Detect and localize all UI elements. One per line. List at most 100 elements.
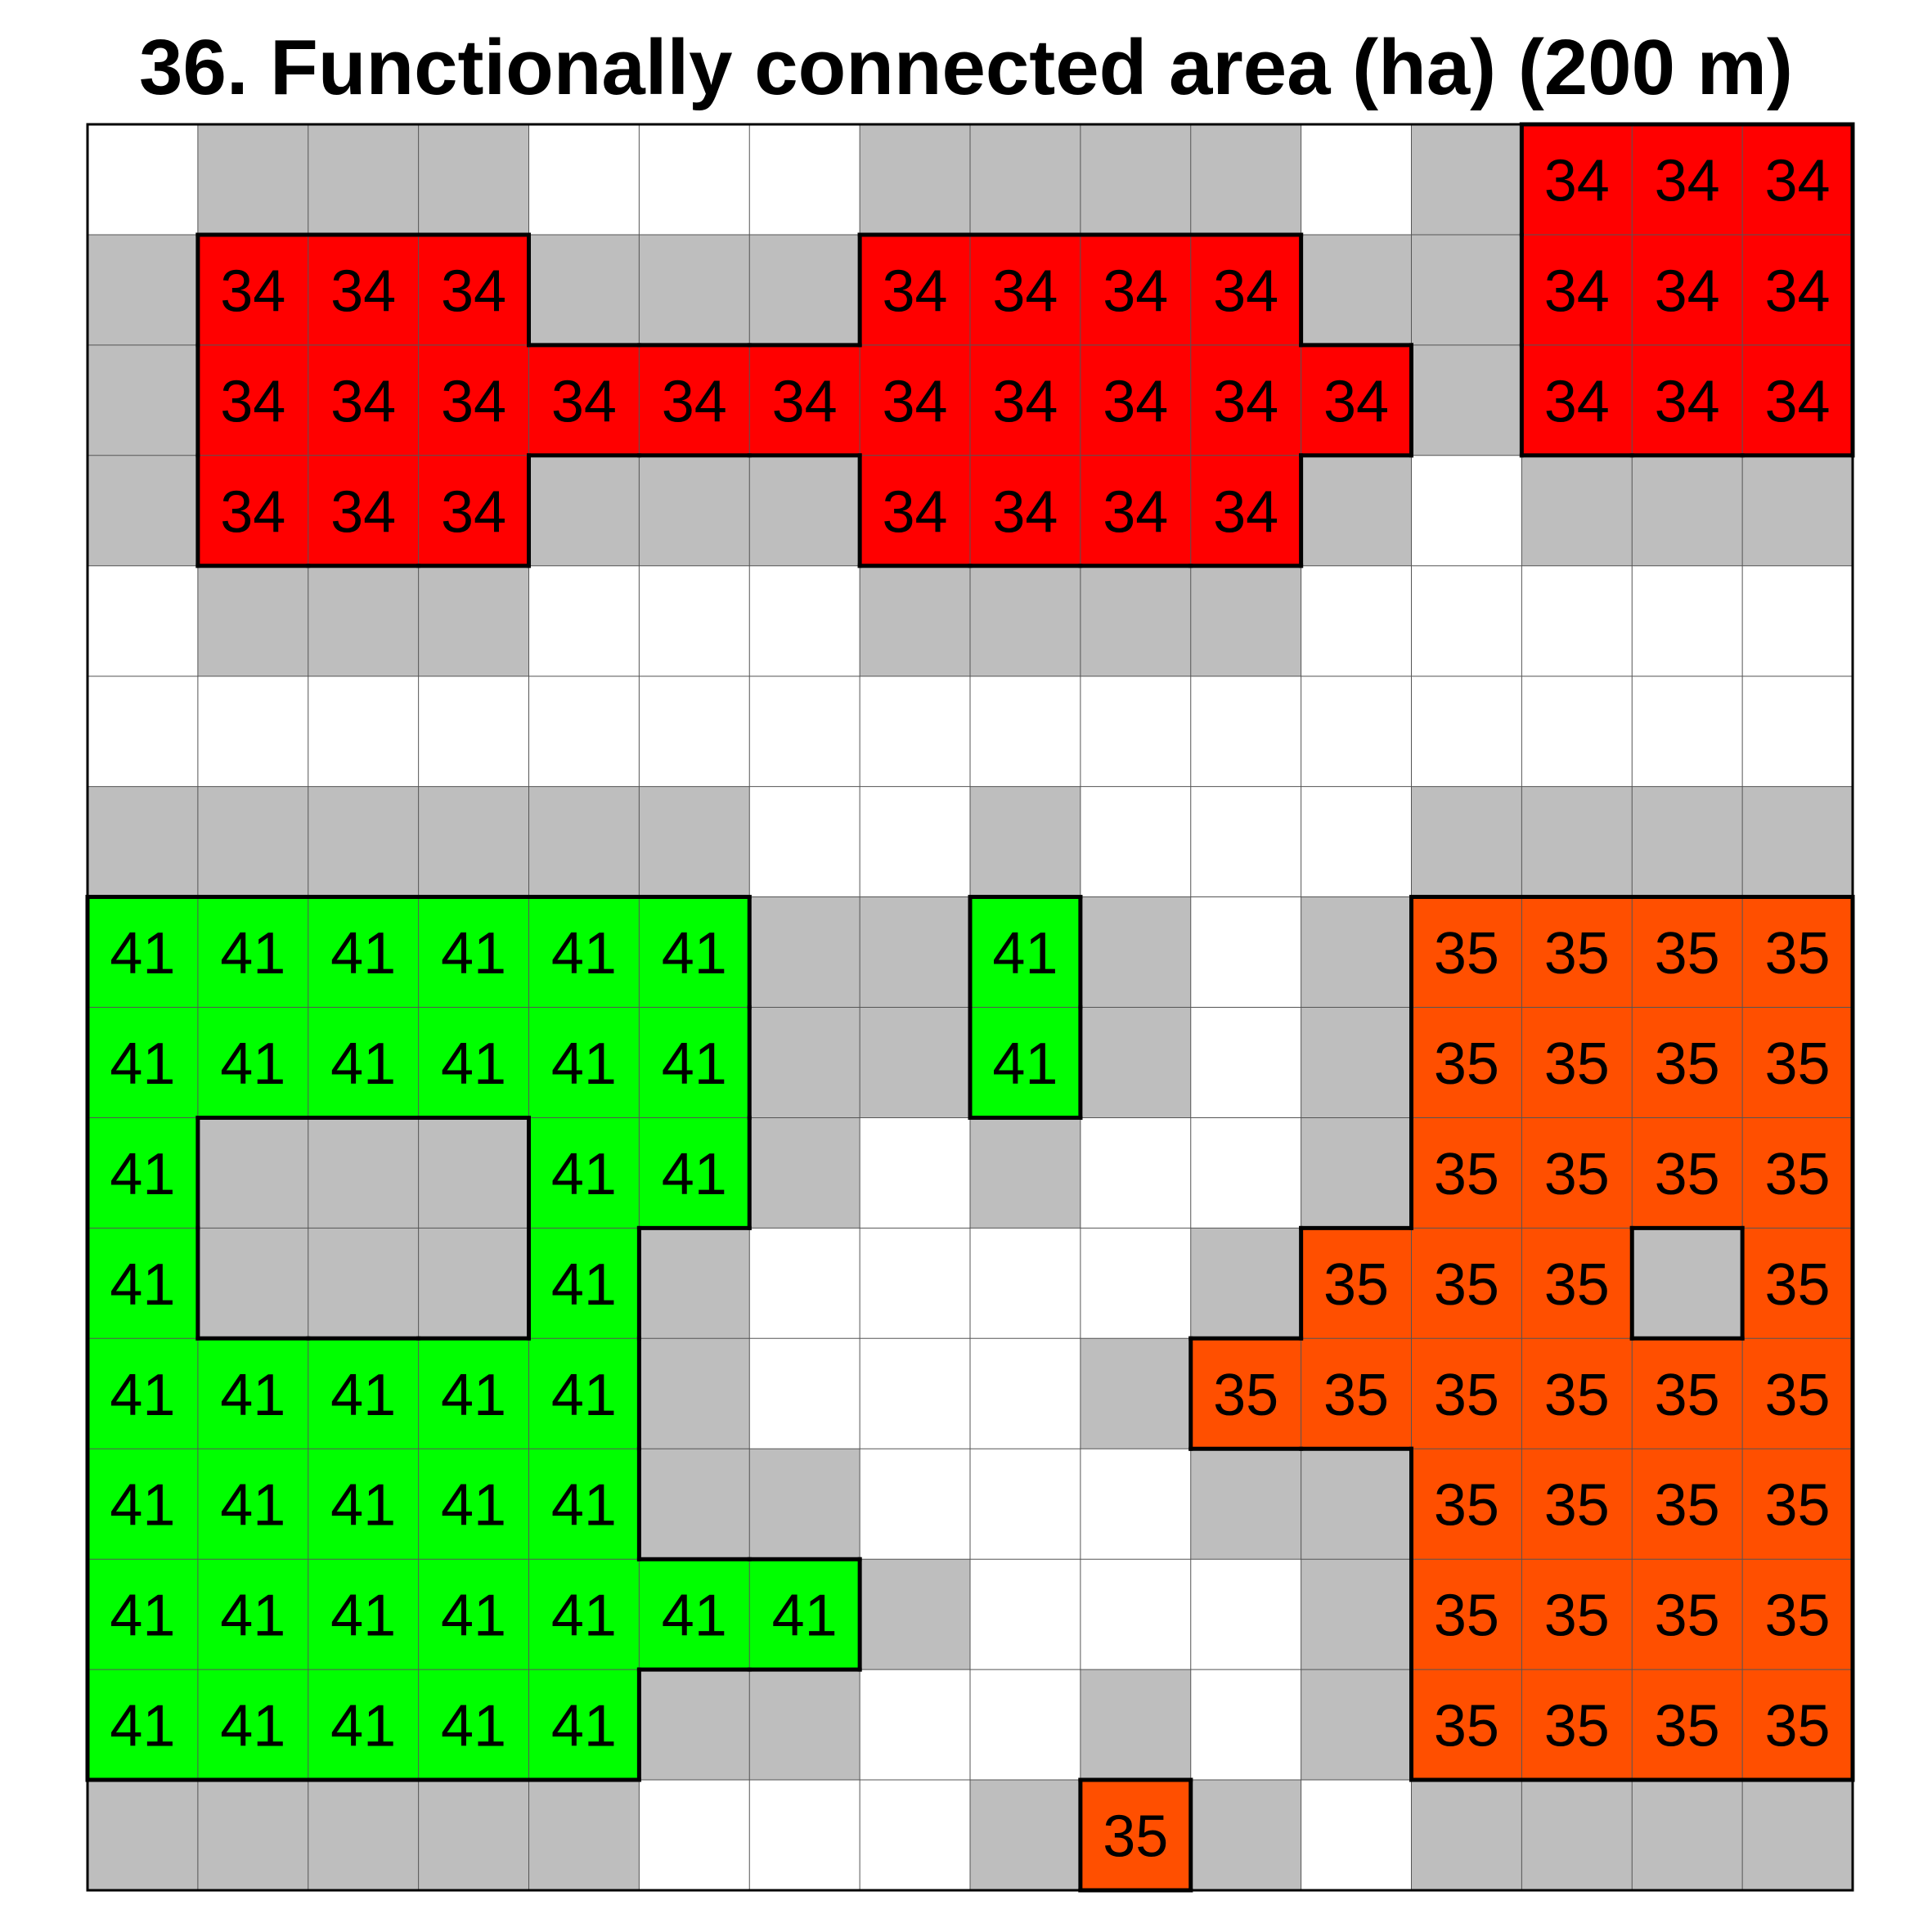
cell-empty [1411, 455, 1522, 567]
cell-value-label: 41 [551, 1473, 617, 1539]
cell-patch-41 [528, 1559, 640, 1670]
cell-empty [1080, 1228, 1192, 1339]
cell-habitat [1742, 1780, 1853, 1891]
cell-patch-41 [197, 1669, 309, 1781]
cell-habitat [418, 786, 530, 898]
cell-habitat [528, 786, 640, 898]
cell-empty [749, 565, 860, 677]
cell-habitat [308, 1780, 420, 1891]
cell-patch-35 [1521, 1449, 1633, 1560]
cell-value-label: 41 [662, 921, 727, 986]
cell-value-label: 34 [1544, 148, 1610, 213]
cell-empty [1190, 676, 1302, 788]
cell-habitat [308, 124, 420, 236]
cell-habitat [308, 1228, 420, 1339]
cell-value-label: 35 [1544, 1142, 1610, 1207]
cell-habitat [1301, 896, 1413, 1009]
cell-value-label: 34 [1765, 258, 1831, 324]
cell-patch-41 [308, 1559, 420, 1670]
cell-value-label: 35 [1544, 921, 1610, 986]
cell-habitat [88, 234, 199, 346]
cell-value-label: 41 [551, 921, 617, 986]
cell-habitat [1301, 234, 1413, 346]
cell-habitat [1301, 1669, 1413, 1781]
cell-empty [860, 1228, 971, 1339]
cell-value-label: 35 [1544, 1584, 1610, 1649]
cell-value-label: 41 [551, 1363, 617, 1428]
cell-value-label: 34 [1765, 148, 1831, 213]
cell-value-label: 41 [220, 1363, 285, 1428]
cell-value-label: 34 [772, 369, 838, 434]
cell-patch-41 [970, 1007, 1081, 1119]
cell-patch-34 [1742, 344, 1853, 456]
cell-empty [639, 124, 750, 236]
cell-patch-34 [1190, 344, 1302, 456]
cell-value-label: 35 [1434, 1473, 1499, 1539]
cell-empty [1080, 786, 1192, 898]
cell-patch-35 [1411, 1228, 1522, 1339]
cell-value-label: 34 [883, 369, 948, 434]
cell-patch-34 [418, 234, 530, 346]
cell-patch-35 [1411, 1449, 1522, 1560]
cell-empty [197, 676, 309, 788]
cell-patch-34 [308, 344, 420, 456]
cell-patch-34 [860, 455, 971, 567]
cell-habitat [88, 455, 199, 567]
cell-value-label: 35 [1434, 1142, 1499, 1207]
cell-habitat [749, 234, 860, 346]
cell-patch-34 [197, 344, 309, 456]
cell-habitat [1521, 786, 1633, 898]
cell-patch-34 [197, 234, 309, 346]
cell-patch-35 [1742, 896, 1853, 1009]
cell-patch-34 [860, 234, 971, 346]
cell-value-label: 35 [1765, 1694, 1831, 1759]
cell-habitat [1190, 1228, 1302, 1339]
cell-habitat [88, 344, 199, 456]
cell-value-label: 35 [1544, 1252, 1610, 1318]
cell-value-label: 34 [1765, 369, 1831, 434]
cell-patch-35 [1521, 896, 1633, 1009]
cell-habitat [749, 1007, 860, 1119]
cell-patch-41 [528, 1449, 640, 1560]
cell-habitat [528, 1780, 640, 1891]
cell-habitat [1080, 124, 1192, 236]
cell-value-label: 35 [1434, 1363, 1499, 1428]
cell-patch-34 [1742, 234, 1853, 346]
cell-empty [1080, 676, 1192, 788]
cell-patch-35 [1521, 1007, 1633, 1119]
cell-habitat [1190, 1449, 1302, 1560]
cell-value-label: 41 [662, 1031, 727, 1097]
cell-value-label: 35 [1765, 1252, 1831, 1318]
cell-patch-41 [528, 1338, 640, 1449]
cell-value-label: 34 [330, 369, 396, 434]
cell-value-label: 35 [1434, 1694, 1499, 1759]
cell-value-label: 34 [992, 258, 1058, 324]
cell-value-label: 34 [330, 479, 396, 545]
cell-patch-41 [88, 1669, 199, 1781]
cell-empty [1411, 676, 1522, 788]
cell-empty [88, 124, 199, 236]
cell-empty [1190, 1117, 1302, 1229]
cell-empty [860, 1117, 971, 1229]
cell-patch-41 [88, 1007, 199, 1119]
cell-value-label: 34 [662, 369, 727, 434]
cell-value-label: 35 [1323, 1363, 1389, 1428]
cell-patch-35 [1521, 1559, 1633, 1670]
cell-empty [88, 565, 199, 677]
cell-habitat [639, 1669, 750, 1781]
cell-value-label: 41 [110, 1473, 175, 1539]
cell-patch-34 [528, 344, 640, 456]
cell-patch-41 [197, 1559, 309, 1670]
cell-patch-35 [1742, 1669, 1853, 1781]
cell-habitat [749, 896, 860, 1009]
cell-empty [1190, 1007, 1302, 1119]
cell-patch-41 [639, 1559, 750, 1670]
cell-habitat [1301, 1007, 1413, 1119]
cell-habitat [308, 565, 420, 677]
cell-habitat [418, 1117, 530, 1229]
cell-value-label: 41 [110, 1694, 175, 1759]
cell-habitat [749, 455, 860, 567]
cell-empty [1190, 786, 1302, 898]
cell-value-label: 35 [1655, 1142, 1720, 1207]
